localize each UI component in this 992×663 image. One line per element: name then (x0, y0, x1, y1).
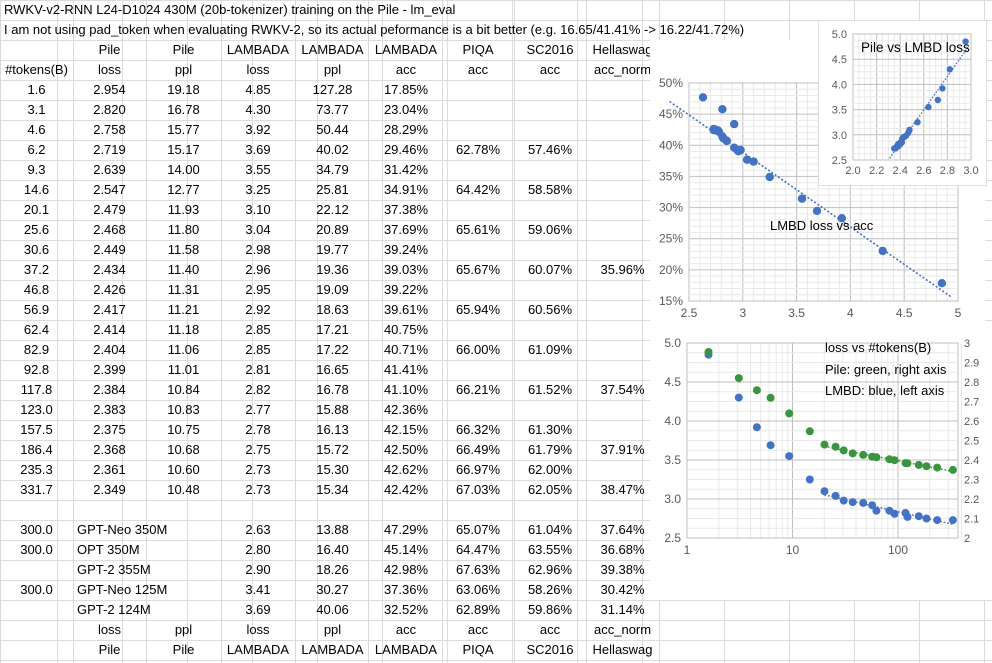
svg-text:2.5: 2.5 (681, 306, 698, 320)
svg-text:2.6: 2.6 (964, 416, 979, 428)
svg-text:2.2: 2.2 (964, 494, 979, 506)
svg-text:2.0: 2.0 (845, 165, 860, 177)
svg-text:3.0: 3.0 (832, 130, 847, 142)
svg-text:2.5: 2.5 (964, 436, 979, 448)
svg-text:20%: 20% (659, 263, 683, 277)
svg-text:2.8: 2.8 (940, 165, 955, 177)
svg-text:2.4: 2.4 (964, 455, 979, 467)
svg-text:3.0: 3.0 (963, 165, 978, 177)
svg-text:40%: 40% (659, 138, 683, 152)
svg-text:50%: 50% (659, 76, 683, 90)
svg-text:3: 3 (964, 338, 970, 350)
svg-text:Pile vs LMBD loss: Pile vs LMBD loss (861, 40, 970, 55)
svg-text:2.4: 2.4 (893, 165, 908, 177)
svg-text:2.2: 2.2 (869, 165, 884, 177)
svg-text:30%: 30% (659, 201, 683, 215)
svg-text:45%: 45% (659, 107, 683, 121)
svg-text:3: 3 (739, 306, 746, 320)
svg-text:25%: 25% (659, 232, 683, 246)
svg-text:2: 2 (964, 533, 970, 545)
svg-text:4.5: 4.5 (896, 306, 913, 320)
svg-text:5.0: 5.0 (832, 29, 847, 41)
svg-text:2.3: 2.3 (964, 475, 979, 487)
svg-text:2.8: 2.8 (964, 377, 979, 389)
svg-text:35%: 35% (659, 169, 683, 183)
svg-text:4.0: 4.0 (832, 79, 847, 91)
svg-text:2.1: 2.1 (964, 514, 979, 526)
svg-text:2.5: 2.5 (664, 531, 681, 545)
svg-text:2.7: 2.7 (964, 397, 979, 409)
svg-text:15%: 15% (659, 294, 683, 308)
svg-text:4.5: 4.5 (832, 54, 847, 66)
svg-text:4: 4 (847, 306, 854, 320)
svg-text:2.6: 2.6 (916, 165, 931, 177)
svg-text:3.5: 3.5 (788, 306, 805, 320)
svg-text:loss vs #tokens(B): loss vs #tokens(B) (825, 340, 931, 355)
svg-text:3.5: 3.5 (664, 453, 681, 467)
svg-text:5.0: 5.0 (664, 336, 681, 350)
svg-text:100: 100 (888, 543, 908, 557)
svg-text:3.0: 3.0 (664, 492, 681, 506)
svg-text:4.0: 4.0 (664, 414, 681, 428)
svg-text:5: 5 (955, 306, 962, 320)
svg-text:LMBD loss vs acc: LMBD loss vs acc (770, 218, 874, 233)
svg-text:1: 1 (684, 543, 691, 557)
svg-text:4.5: 4.5 (664, 375, 681, 389)
svg-text:LMBD: blue, left axis: LMBD: blue, left axis (825, 383, 945, 398)
svg-text:10: 10 (786, 543, 800, 557)
svg-text:3.5: 3.5 (832, 105, 847, 117)
svg-text:Pile: green, right axis: Pile: green, right axis (825, 362, 947, 377)
svg-text:2.9: 2.9 (964, 358, 979, 370)
svg-text:2.5: 2.5 (832, 155, 847, 167)
